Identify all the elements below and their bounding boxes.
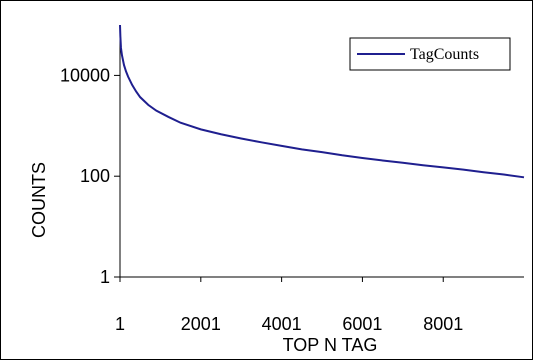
axes bbox=[119, 25, 524, 278]
legend-label-tagcounts: TagCounts bbox=[410, 46, 479, 63]
legend: TagCounts bbox=[349, 37, 511, 71]
y-tick-label: 1 bbox=[100, 267, 110, 287]
x-ticks: 1 2001 4001 6001 8001 bbox=[115, 277, 463, 334]
series-line-tagcounts bbox=[119, 24, 525, 179]
x-tick-label: 2001 bbox=[181, 314, 221, 334]
y-tick-label: 100 bbox=[80, 166, 110, 186]
y-axis-title: COUNTS bbox=[29, 162, 49, 238]
x-tick-label: 4001 bbox=[262, 314, 302, 334]
y-ticks: 1 100 10000 bbox=[60, 65, 120, 287]
series-group bbox=[119, 24, 525, 179]
x-axis-title: TOP N TAG bbox=[283, 335, 378, 355]
x-tick-label: 1 bbox=[115, 314, 125, 334]
x-tick-label: 6001 bbox=[342, 314, 382, 334]
x-tick-label: 8001 bbox=[423, 314, 463, 334]
y-tick-label: 10000 bbox=[60, 65, 110, 85]
